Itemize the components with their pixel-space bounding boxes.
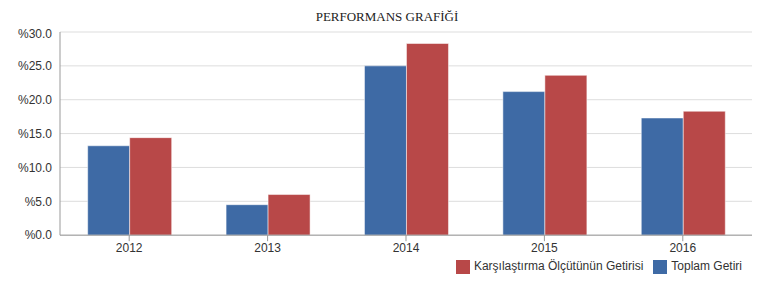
html-text:Karşılaştırma Ölçütünün Getiri: Karşılaştırma Ölçütünün Getirisi xyxy=(473,259,644,274)
svg-text:%30.0: %30.0 xyxy=(18,27,52,41)
svg-text:%25.0: %25.0 xyxy=(18,59,52,73)
svg-text:2015: 2015 xyxy=(531,241,558,255)
svg-text:2016: 2016 xyxy=(669,241,696,255)
svg-text:2013: 2013 xyxy=(254,241,281,255)
svg-text:%15.0: %15.0 xyxy=(18,127,52,141)
svg-text:%5.0: %5.0 xyxy=(25,195,53,209)
svg-text:%20.0: %20.0 xyxy=(18,93,52,107)
svg-text:2014: 2014 xyxy=(393,241,420,255)
svg-text:2012: 2012 xyxy=(116,241,143,255)
svg-text:%10.0: %10.0 xyxy=(18,161,52,175)
html-text:PERFORMANS GRAFİĞİ: PERFORMANS GRAFİĞİ xyxy=(315,9,459,24)
html-text:Toplam Getiri: Toplam Getiri xyxy=(671,259,742,274)
svg-text:%0.0: %0.0 xyxy=(25,228,53,242)
